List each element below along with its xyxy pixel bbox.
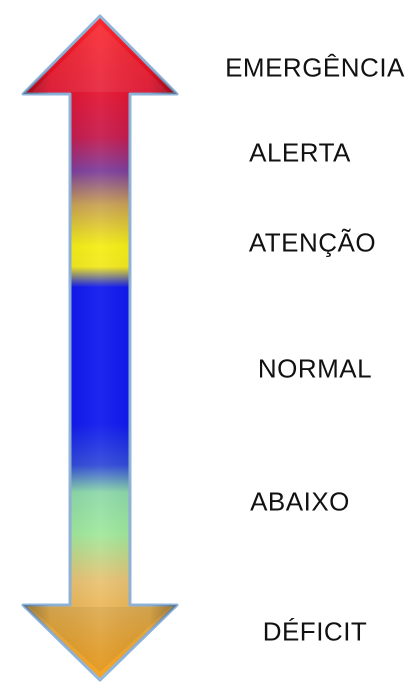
arrow-bottom-head-shadow	[30, 607, 170, 672]
arrow-top-head-highlight	[32, 24, 168, 92]
arrow-bevel-shading	[23, 16, 177, 680]
level-label-atencao: ATENÇÃO	[248, 227, 377, 258]
level-label-alerta: ALERTA	[249, 137, 351, 168]
level-label-normal: NORMAL	[257, 353, 373, 384]
level-scale-arrow	[21, 14, 179, 682]
level-label-deficit: DÉFICIT	[262, 616, 368, 647]
level-label-emergencia: EMERGÊNCIA	[225, 52, 405, 83]
level-label-abaixo: ABAIXO	[250, 486, 350, 517]
